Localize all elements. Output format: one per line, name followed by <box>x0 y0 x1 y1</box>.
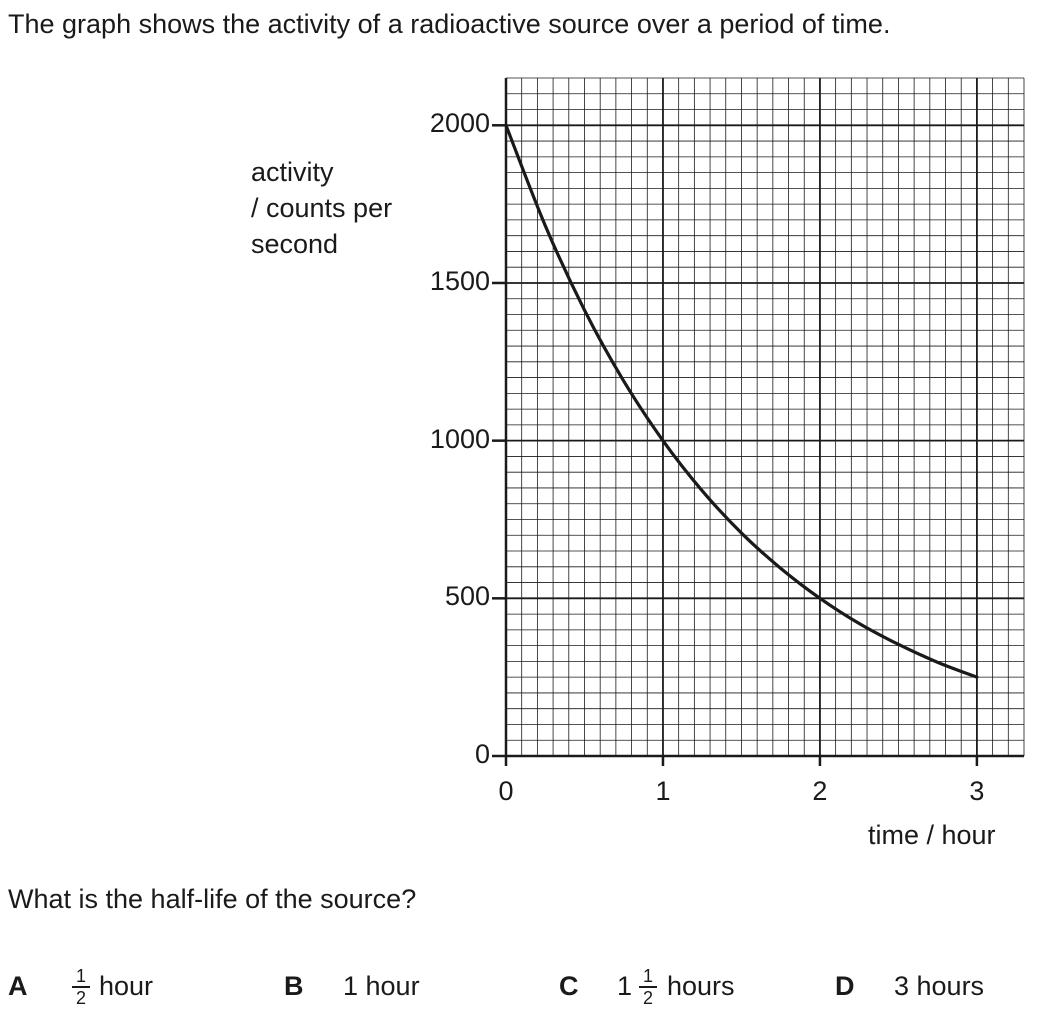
option-b-text: 1 hour <box>343 971 420 1001</box>
y-axis-label: activity / counts per second <box>251 154 392 262</box>
option-d-text: 3 hours <box>894 971 985 1001</box>
y-axis-label-line-2: / counts per <box>251 193 393 223</box>
y-tick-label: 500 <box>444 581 490 612</box>
option-b-letter: B <box>284 971 304 1001</box>
chart-series <box>504 123 979 679</box>
decay-curve-line <box>504 123 979 679</box>
option-c-text: hours <box>667 971 735 1001</box>
x-tick-label: 2 <box>812 776 828 806</box>
y-axis-label-line-1: activity <box>251 157 334 187</box>
option-c-fraction-numerator: 1 <box>639 967 657 988</box>
intro-text: The graph shows the activity of a radioa… <box>8 9 891 39</box>
option-c-fraction: 1 2 <box>638 967 658 1007</box>
y-tick-label: 1500 <box>429 265 490 296</box>
option-a-letter: A <box>8 971 28 1001</box>
option-c-fraction-denominator: 2 <box>642 988 653 1008</box>
y-tick-label: 2000 <box>429 108 490 139</box>
x-axis-label: time / hour <box>868 820 996 850</box>
question-text: What is the half-life of the source? <box>8 884 417 914</box>
chart-axes <box>492 78 1024 766</box>
option-a-fraction-numerator: 1 <box>72 967 90 988</box>
option-a-text: hour <box>99 971 154 1001</box>
option-a-fraction: 1 2 <box>71 967 91 1007</box>
x-tick-label: 0 <box>498 776 514 806</box>
chart-grid <box>505 77 1025 757</box>
x-tick-label: 1 <box>655 776 671 806</box>
option-c-prefix: 1 <box>617 971 633 1001</box>
option-d-letter: D <box>835 971 855 1001</box>
y-axis-label-line-3: second <box>251 229 339 259</box>
y-tick-label: 0 <box>474 739 490 769</box>
x-tick-label: 3 <box>969 776 985 806</box>
option-a-fraction-denominator: 2 <box>75 988 86 1008</box>
y-tick-label: 1000 <box>429 423 490 454</box>
option-c-letter: C <box>559 971 579 1001</box>
